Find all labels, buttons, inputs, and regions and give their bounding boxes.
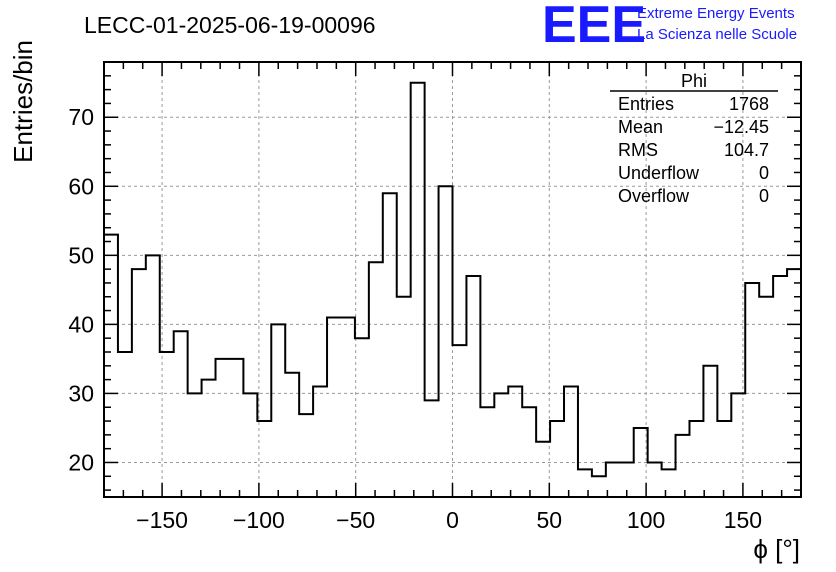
histogram-outline <box>104 81 801 478</box>
histogram-bin <box>466 276 480 497</box>
histogram-bin <box>676 435 690 497</box>
histogram-bin <box>397 297 411 497</box>
histogram-bin <box>508 387 522 497</box>
stats-value-entries: 1768 <box>729 94 769 114</box>
histogram-bin <box>717 421 731 497</box>
stats-value-rms: 104.7 <box>724 140 769 160</box>
histogram-bin <box>118 352 132 497</box>
chart-title: LECC-01-2025-06-19-00096 <box>84 12 376 38</box>
y-axis-label: Entries/bin <box>8 40 38 163</box>
histogram-bin <box>313 387 327 497</box>
histogram-bin <box>439 186 453 497</box>
logo-line-2: La Scienza nelle Scuole <box>637 26 797 43</box>
histogram-bin <box>522 407 536 497</box>
histogram-bin <box>299 414 313 497</box>
logo-line-1: Extreme Energy Events <box>637 5 795 22</box>
histogram-bin <box>745 283 759 497</box>
histogram-bin <box>383 193 397 497</box>
histogram-bin <box>327 317 341 497</box>
x-tick-label: 100 <box>627 507 665 533</box>
x-tick-labels: −150 −100 −50 0 50 100 150 <box>136 507 762 533</box>
histogram-bin <box>341 317 355 497</box>
histogram-bin <box>425 400 439 497</box>
histogram-bin <box>703 366 717 497</box>
x-axis-label: ϕ [°] <box>753 534 800 564</box>
stats-label-rms: RMS <box>618 140 658 160</box>
histogram-bin <box>480 407 494 497</box>
histogram-bins <box>104 81 801 497</box>
x-tick-label: −100 <box>233 507 285 533</box>
histogram-bin <box>773 276 787 497</box>
stats-value-underflow: 0 <box>759 163 769 183</box>
histogram-bin <box>689 421 703 497</box>
stats-label-underflow: Underflow <box>618 163 700 183</box>
stats-label-mean: Mean <box>618 117 663 137</box>
stats-title: Phi <box>681 71 707 91</box>
histogram-bin <box>271 324 285 497</box>
histogram-bin <box>188 393 202 497</box>
histogram-bin <box>494 393 508 497</box>
histogram-bin <box>648 462 662 497</box>
histogram-bin <box>229 359 243 497</box>
x-tick-label: 150 <box>724 507 762 533</box>
y-tick-label: 20 <box>68 449 94 475</box>
stats-value-overflow: 0 <box>759 186 769 206</box>
histogram-bin <box>592 476 606 497</box>
y-tick-labels: 20 30 40 50 60 70 <box>68 104 94 475</box>
stats-label-entries: Entries <box>618 94 674 114</box>
histogram-bin <box>146 255 160 497</box>
y-tick-label: 50 <box>68 242 94 268</box>
histogram-bin <box>453 345 467 497</box>
x-tick-label: 50 <box>537 507 563 533</box>
histogram-bin <box>550 421 564 497</box>
histogram-bin <box>174 331 188 497</box>
histogram-bin <box>202 380 216 497</box>
stats-value-mean: −12.45 <box>713 117 769 137</box>
eee-logo: EEE Extreme Energy Events La Scienza nel… <box>542 0 797 54</box>
y-tick-label: 70 <box>68 104 94 130</box>
histogram-bin <box>731 393 745 497</box>
x-tick-label: −50 <box>336 507 375 533</box>
histogram-bin <box>216 359 230 497</box>
axis-ticks <box>103 61 802 497</box>
stats-label-overflow: Overflow <box>618 186 690 206</box>
y-tick-label: 60 <box>68 173 94 199</box>
histogram-bin <box>243 393 257 497</box>
logo-letters: EEE <box>542 0 646 54</box>
histogram-bin <box>662 469 676 497</box>
histogram-bin <box>132 269 146 497</box>
histogram-bin <box>369 262 383 497</box>
histogram-bin <box>578 469 592 497</box>
histogram-bin <box>285 373 299 497</box>
histogram-bin <box>759 297 773 497</box>
histogram-bin <box>411 83 425 497</box>
x-tick-label: 0 <box>446 507 459 533</box>
x-tick-label: −150 <box>136 507 188 533</box>
histogram-bin <box>355 338 369 497</box>
stats-box: Phi Entries 1768 Mean −12.45 RMS 104.7 U… <box>610 71 778 206</box>
histogram-bin <box>564 387 578 497</box>
y-tick-label: 30 <box>68 380 94 406</box>
histogram-bin <box>536 442 550 497</box>
y-tick-label: 40 <box>68 311 94 337</box>
